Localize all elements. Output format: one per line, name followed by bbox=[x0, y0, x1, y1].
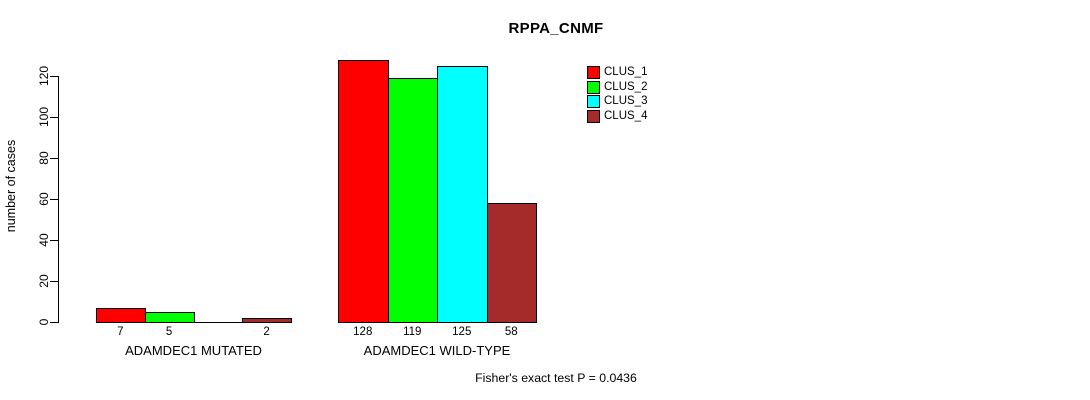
legend-label-clus_4: CLUS_4 bbox=[604, 109, 648, 122]
bar-value-label: 2 bbox=[263, 326, 270, 338]
y-axis-tick bbox=[50, 240, 58, 241]
y-axis-line bbox=[58, 76, 59, 323]
y-axis-tick-label: 120 bbox=[37, 65, 51, 87]
y-axis-tick bbox=[50, 199, 58, 200]
legend-label-clus_1: CLUS_1 bbox=[604, 66, 648, 78]
y-axis-tick bbox=[50, 158, 58, 159]
bar-clus_3-adamdec1-mutated bbox=[193, 322, 244, 323]
y-axis-tick bbox=[50, 117, 58, 118]
x-category-label: ADAMDEC1 WILD-TYPE bbox=[363, 343, 511, 358]
bar-clus_2-adamdec1-mutated bbox=[144, 312, 195, 323]
bar-value-label: 125 bbox=[452, 326, 472, 338]
bar-value-label: 119 bbox=[403, 326, 422, 338]
bar-value-label: 58 bbox=[504, 326, 518, 338]
legend-swatch-clus_1 bbox=[587, 66, 600, 79]
bar-clus_1-adamdec1-mutated bbox=[96, 308, 146, 323]
bar-value-label: 128 bbox=[353, 326, 373, 338]
bar-value-label: 5 bbox=[165, 326, 173, 338]
bar-clus_4-adamdec1-wild-type bbox=[486, 203, 537, 323]
y-axis-tick bbox=[50, 76, 58, 77]
legend-swatch-clus_4 bbox=[587, 109, 600, 123]
x-category-label: ADAMDEC1 MUTATED bbox=[125, 343, 262, 358]
bar-clus_3-adamdec1-wild-type bbox=[437, 66, 488, 323]
bar-clus_1-adamdec1-wild-type bbox=[338, 60, 389, 323]
y-axis-tick bbox=[50, 281, 58, 282]
bar-clus_4-adamdec1-mutated bbox=[242, 318, 292, 323]
chart-title: RPPA_CNMF bbox=[508, 20, 604, 37]
y-axis-tick bbox=[50, 322, 58, 323]
legend-label-clus_2: CLUS_2 bbox=[604, 80, 648, 93]
legend-swatch-clus_3 bbox=[587, 95, 600, 108]
legend-swatch-clus_2 bbox=[587, 80, 600, 94]
bar-value-label: 7 bbox=[117, 326, 124, 338]
legend-label-clus_3: CLUS_3 bbox=[604, 95, 648, 107]
y-axis-label: number of cases bbox=[4, 139, 18, 233]
bar-clus_2-adamdec1-wild-type bbox=[387, 78, 438, 323]
fisher-test-annotation: Fisher's exact test P = 0.0436 bbox=[475, 371, 637, 385]
